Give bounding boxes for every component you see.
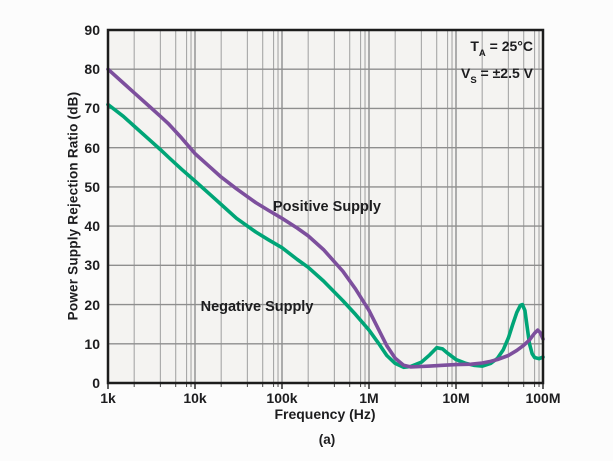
series-label-negative-supply: Negative Supply — [200, 299, 314, 315]
y-tick-label: 30 — [84, 257, 100, 274]
x-tick-label: 100k — [266, 390, 298, 406]
x-tick-label: 10k — [183, 390, 207, 406]
x-tick-label: 1M — [359, 390, 379, 406]
test-conditions: TA = 25°C VS = ±2.5 V — [461, 36, 533, 90]
x-axis-title: Frequency (Hz) — [274, 406, 376, 422]
y-tick-label: 20 — [84, 296, 100, 313]
y-tick-label: 10 — [84, 335, 100, 352]
condition-supply-voltage: VS = ±2.5 V — [460, 64, 533, 86]
subfigure-caption: (a) — [318, 432, 336, 447]
x-tick-label: 10M — [442, 390, 470, 406]
x-tick-label: 100M — [525, 390, 561, 406]
y-tick-label: 40 — [84, 218, 100, 235]
y-tick-label: 60 — [84, 139, 100, 156]
y-tick-label: 80 — [84, 61, 100, 78]
series-label-positive-supply: Positive Supply — [273, 199, 381, 215]
y-tick-label: 0 — [92, 375, 100, 391]
y-tick-label: 50 — [84, 178, 100, 195]
condition-temperature: TA = 25°C — [470, 38, 533, 59]
y-tick-label: 90 — [84, 22, 100, 38]
x-tick-label: 1k — [100, 390, 116, 406]
y-axis-title: Power Supply Rejection Ratio (dB) — [65, 91, 81, 321]
y-tick-label: 70 — [84, 100, 100, 117]
